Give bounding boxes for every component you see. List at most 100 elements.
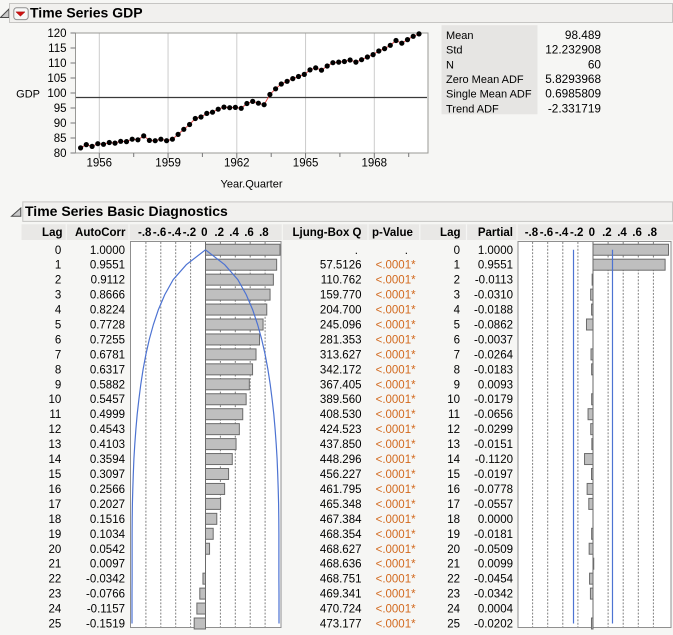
svg-text:-0.1519: -0.1519 <box>86 619 125 631</box>
svg-text:5.8293968: 5.8293968 <box>545 72 601 86</box>
svg-text:437.850: 437.850 <box>320 439 362 451</box>
svg-text:-0.0264: -0.0264 <box>474 349 514 361</box>
svg-text:-0.0179: -0.0179 <box>474 394 513 406</box>
svg-text:467.384: 467.384 <box>320 514 362 526</box>
svg-text:448.296: 448.296 <box>320 454 362 466</box>
svg-text:0: 0 <box>201 227 207 239</box>
svg-text:469.341: 469.341 <box>320 589 362 601</box>
svg-text:22: 22 <box>49 574 62 586</box>
svg-text:.6: .6 <box>632 227 642 239</box>
svg-text:<.0001*: <.0001* <box>376 499 416 511</box>
svg-text:-0.0778: -0.0778 <box>474 484 513 496</box>
svg-text:15: 15 <box>49 469 62 481</box>
svg-text:313.627: 313.627 <box>320 349 362 361</box>
svg-text:10: 10 <box>49 394 62 406</box>
svg-text:20: 20 <box>49 544 62 556</box>
svg-text:5: 5 <box>454 320 460 332</box>
svg-text:N: N <box>446 59 454 71</box>
svg-text:473.177: 473.177 <box>320 619 362 631</box>
svg-text:0.1516: 0.1516 <box>90 514 125 526</box>
svg-text:12: 12 <box>447 424 460 436</box>
svg-text:-0.1120: -0.1120 <box>475 454 513 466</box>
svg-text:468.354: 468.354 <box>320 529 362 541</box>
svg-text:60: 60 <box>588 57 602 71</box>
svg-text:-0.0299: -0.0299 <box>474 424 513 436</box>
svg-text:<.0001*: <.0001* <box>376 514 416 526</box>
svg-text:-.2: -.2 <box>570 227 583 239</box>
svg-text:-0.0202: -0.0202 <box>474 619 513 631</box>
svg-text:.: . <box>355 245 358 257</box>
svg-text:-.8: -.8 <box>525 227 539 239</box>
svg-text:-.2: -.2 <box>183 227 196 239</box>
svg-text:461.795: 461.795 <box>320 484 362 496</box>
svg-text:7: 7 <box>454 349 460 361</box>
svg-text:465.348: 465.348 <box>320 499 362 511</box>
svg-text:-.6: -.6 <box>153 227 166 239</box>
svg-text:-0.0862: -0.0862 <box>474 320 513 332</box>
svg-text:408.530: 408.530 <box>320 409 362 421</box>
svg-text:468.751: 468.751 <box>320 574 362 586</box>
svg-text:-0.0183: -0.0183 <box>474 364 513 376</box>
svg-text:8: 8 <box>454 364 460 376</box>
svg-text:21: 21 <box>49 559 62 571</box>
svg-text:12: 12 <box>49 424 62 436</box>
svg-text:389.560: 389.560 <box>320 394 362 406</box>
svg-text:-.4: -.4 <box>555 227 569 239</box>
svg-text:1: 1 <box>55 260 61 272</box>
svg-text:.4: .4 <box>229 227 239 239</box>
svg-text:<.0001*: <.0001* <box>376 544 416 556</box>
svg-text:0.9112: 0.9112 <box>91 275 125 287</box>
svg-text:<.0001*: <.0001* <box>376 364 416 376</box>
svg-text:21: 21 <box>447 559 460 571</box>
svg-text:85: 85 <box>54 133 67 145</box>
svg-text:-0.0188: -0.0188 <box>474 305 513 317</box>
svg-text:0.2566: 0.2566 <box>90 484 125 496</box>
svg-text:<.0001*: <.0001* <box>376 604 416 616</box>
svg-text:110.762: 110.762 <box>321 275 362 287</box>
svg-text:Mean: Mean <box>446 30 474 42</box>
svg-text:.: . <box>405 245 408 257</box>
svg-text:0.2027: 0.2027 <box>90 499 125 511</box>
svg-text:<.0001*: <.0001* <box>376 409 416 421</box>
svg-text:0.4103: 0.4103 <box>90 439 125 451</box>
svg-text:95: 95 <box>54 103 67 115</box>
svg-text:1.0000: 1.0000 <box>478 245 513 257</box>
svg-text:<.0001*: <.0001* <box>376 334 416 346</box>
svg-text:367.405: 367.405 <box>320 379 362 391</box>
svg-text:-0.0113: -0.0113 <box>475 275 513 287</box>
svg-text:Ljung-Box Q: Ljung-Box Q <box>293 227 362 239</box>
svg-text:8: 8 <box>55 364 61 376</box>
svg-text:4: 4 <box>454 305 461 317</box>
svg-text:0.0093: 0.0093 <box>478 379 513 391</box>
svg-text:245.096: 245.096 <box>320 320 362 332</box>
svg-text:.2: .2 <box>602 227 612 239</box>
svg-text:1.0000: 1.0000 <box>90 245 125 257</box>
svg-text:10: 10 <box>447 394 460 406</box>
svg-text:115: 115 <box>48 43 66 55</box>
svg-text:-0.0454: -0.0454 <box>474 574 514 586</box>
svg-text:23: 23 <box>447 589 460 601</box>
svg-text:80: 80 <box>54 148 67 160</box>
svg-text:24: 24 <box>49 604 62 616</box>
svg-text:AutoCorr: AutoCorr <box>75 227 126 239</box>
svg-text:468.627: 468.627 <box>320 544 362 556</box>
svg-text:13: 13 <box>447 439 460 451</box>
svg-text:.2: .2 <box>214 227 224 239</box>
svg-text:1959: 1959 <box>155 158 181 170</box>
svg-text:120: 120 <box>47 28 66 40</box>
svg-text:19: 19 <box>49 529 62 541</box>
svg-text:7: 7 <box>55 349 61 361</box>
svg-text:-.8: -.8 <box>138 227 152 239</box>
svg-text:<.0001*: <.0001* <box>376 320 416 332</box>
svg-text:0.8224: 0.8224 <box>90 305 126 317</box>
svg-text:2: 2 <box>55 275 61 287</box>
svg-text:6: 6 <box>454 334 460 346</box>
svg-text:<.0001*: <.0001* <box>376 619 416 631</box>
svg-text:-0.0557: -0.0557 <box>474 499 513 511</box>
svg-text:0: 0 <box>589 227 595 239</box>
svg-text:0.7255: 0.7255 <box>90 334 125 346</box>
svg-text:<.0001*: <.0001* <box>376 275 416 287</box>
svg-text:0.3594: 0.3594 <box>90 454 126 466</box>
svg-text:22: 22 <box>447 574 460 586</box>
svg-text:Time Series GDP: Time Series GDP <box>30 5 143 21</box>
